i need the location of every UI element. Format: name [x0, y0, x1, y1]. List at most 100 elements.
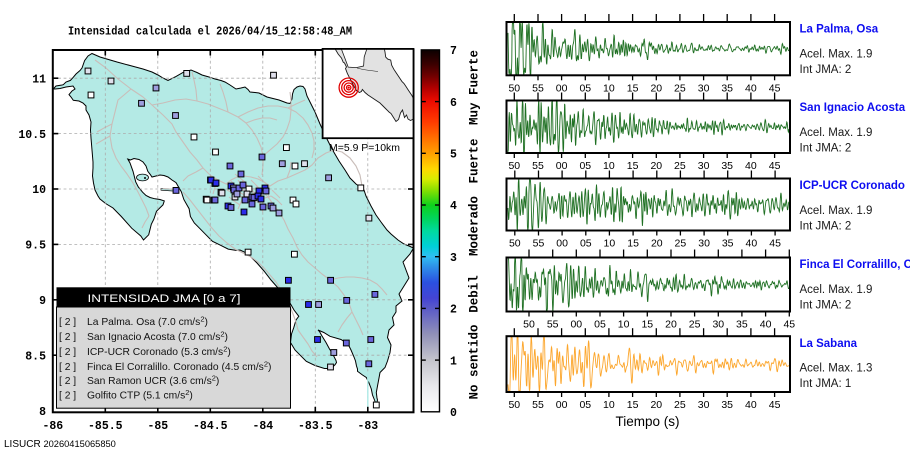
svg-text:1: 1: [450, 355, 457, 368]
svg-text:[ 2 ]: [ 2 ]: [59, 376, 76, 387]
svg-text:25: 25: [674, 399, 686, 411]
svg-text:05: 05: [579, 160, 591, 172]
svg-text:-85.5: -85.5: [88, 420, 123, 433]
svg-text:35: 35: [721, 82, 733, 94]
svg-text:50: 50: [508, 399, 520, 411]
svg-text:La Sabana: La Sabana: [800, 338, 858, 350]
svg-text:15: 15: [641, 319, 653, 331]
svg-text:8.5: 8.5: [25, 350, 46, 363]
svg-text:00: 00: [556, 238, 568, 250]
svg-text:8: 8: [39, 406, 46, 419]
svg-text:San Ignacio Acosta: San Ignacio Acosta: [800, 102, 906, 114]
svg-text:50: 50: [523, 319, 535, 331]
svg-text:55: 55: [533, 238, 545, 250]
svg-text:[ 2 ]: [ 2 ]: [59, 317, 76, 328]
svg-text:ICP-UCR Coronado (5.3 cm/s2): ICP-UCR Coronado (5.3 cm/s2): [87, 345, 231, 359]
svg-text:55: 55: [532, 82, 544, 94]
svg-text:40: 40: [745, 399, 757, 411]
svg-text:-83: -83: [357, 420, 378, 433]
svg-text:Fuerte: Fuerte: [468, 138, 482, 183]
svg-text:[ 2 ]: [ 2 ]: [59, 362, 76, 373]
svg-text:[ 2 ]: [ 2 ]: [59, 347, 76, 358]
svg-text:30: 30: [698, 238, 710, 250]
svg-text:25: 25: [674, 82, 686, 94]
svg-text:30: 30: [698, 82, 710, 94]
svg-text:Muy Fuerte: Muy Fuerte: [468, 50, 482, 125]
svg-text:30: 30: [698, 160, 710, 172]
svg-text:20: 20: [650, 160, 662, 172]
svg-text:25: 25: [675, 238, 687, 250]
svg-text:Debil: Debil: [468, 275, 482, 313]
svg-text:05: 05: [579, 399, 591, 411]
svg-text:15: 15: [627, 82, 639, 94]
svg-text:50: 50: [509, 238, 521, 250]
svg-text:San Ignacio Acosta (7.0 cm/s2): San Ignacio Acosta (7.0 cm/s2): [87, 330, 228, 344]
svg-text:Acel. Max. 1.3: Acel. Max. 1.3: [800, 363, 873, 375]
svg-text:0: 0: [450, 407, 457, 420]
svg-text:55: 55: [547, 319, 559, 331]
svg-text:45: 45: [769, 82, 781, 94]
svg-text:35: 35: [721, 399, 733, 411]
svg-text:Acel. Max. 1.9: Acel. Max. 1.9: [800, 127, 873, 139]
svg-text:La Palma. Osa (7.0 cm/s2): La Palma. Osa (7.0 cm/s2): [87, 315, 208, 329]
svg-text:10: 10: [603, 160, 615, 172]
svg-text:25: 25: [689, 319, 701, 331]
svg-text:10: 10: [618, 319, 630, 331]
svg-text:50: 50: [508, 82, 520, 94]
svg-text:Finca El Corralillo, Corona: Finca El Corralillo, Corona: [800, 259, 910, 271]
svg-text:45: 45: [769, 399, 781, 411]
svg-text:9: 9: [39, 295, 46, 308]
svg-text:Int JMA: 2: Int JMA: 2: [800, 221, 852, 233]
svg-text:[ 2 ]: [ 2 ]: [59, 391, 76, 402]
svg-text:7: 7: [450, 45, 457, 58]
svg-text:La Palma, Osa: La Palma, Osa: [800, 24, 879, 36]
svg-text:Moderado: Moderado: [468, 196, 482, 256]
svg-text:55: 55: [532, 160, 544, 172]
svg-text:10: 10: [603, 399, 615, 411]
svg-text:Int JMA: 2: Int JMA: 2: [800, 64, 852, 76]
svg-text:00: 00: [556, 399, 568, 411]
svg-text:20: 20: [651, 238, 663, 250]
svg-text:-86: -86: [42, 420, 63, 433]
svg-text:45: 45: [769, 160, 781, 172]
svg-text:Tiempo (s): Tiempo (s): [615, 414, 679, 429]
svg-text:40: 40: [746, 238, 758, 250]
svg-text:55: 55: [532, 399, 544, 411]
svg-text:5: 5: [450, 149, 457, 162]
svg-text:Intensidad calculada el 2026/0: Intensidad calculada el 2026/04/15_12:58…: [68, 26, 352, 39]
svg-text:11: 11: [32, 73, 46, 86]
svg-text:35: 35: [722, 238, 734, 250]
svg-text:-84: -84: [252, 420, 273, 433]
svg-text:40: 40: [745, 160, 757, 172]
svg-text:20: 20: [650, 82, 662, 94]
svg-text:20: 20: [650, 399, 662, 411]
svg-text:20: 20: [665, 319, 677, 331]
svg-text:Acel. Max. 1.9: Acel. Max. 1.9: [800, 284, 873, 296]
svg-text:00: 00: [556, 160, 568, 172]
svg-text:LISUCR 20260415065850: LISUCR 20260415065850: [4, 439, 116, 450]
svg-text:Acel. Max. 1.9: Acel. Max. 1.9: [800, 205, 873, 217]
svg-text:-84.5: -84.5: [193, 420, 228, 433]
svg-text:-83.5: -83.5: [298, 420, 333, 433]
svg-text:10: 10: [604, 238, 616, 250]
svg-text:[ 2 ]: [ 2 ]: [59, 332, 76, 343]
svg-text:30: 30: [698, 399, 710, 411]
svg-text:40: 40: [745, 82, 757, 94]
svg-text:-85: -85: [147, 420, 168, 433]
svg-text:6: 6: [450, 97, 457, 110]
svg-text:10.5: 10.5: [18, 129, 46, 142]
svg-text:45: 45: [769, 238, 781, 250]
svg-text:Finca El Corralillo. Coronado: Finca El Corralillo. Coronado (4.5 cm/s2…: [87, 360, 271, 374]
svg-text:35: 35: [721, 160, 733, 172]
svg-text:No sentido: No sentido: [468, 324, 482, 399]
svg-text:30: 30: [712, 319, 724, 331]
svg-text:INTENSIDAD JMA [0 a 7]: INTENSIDAD JMA [0 a 7]: [88, 293, 241, 305]
svg-text:40: 40: [760, 319, 772, 331]
svg-text:15: 15: [627, 399, 639, 411]
svg-text:Acel. Max. 1.9: Acel. Max. 1.9: [800, 48, 873, 60]
svg-text:Int JMA: 1: Int JMA: 1: [800, 378, 852, 390]
svg-text:10: 10: [603, 82, 615, 94]
svg-text:San Ramon UCR (3.6 cm/s2): San Ramon UCR (3.6 cm/s2): [87, 374, 219, 388]
svg-text:ICP-UCR Coronado: ICP-UCR Coronado: [800, 180, 905, 192]
svg-text:10: 10: [32, 184, 46, 197]
